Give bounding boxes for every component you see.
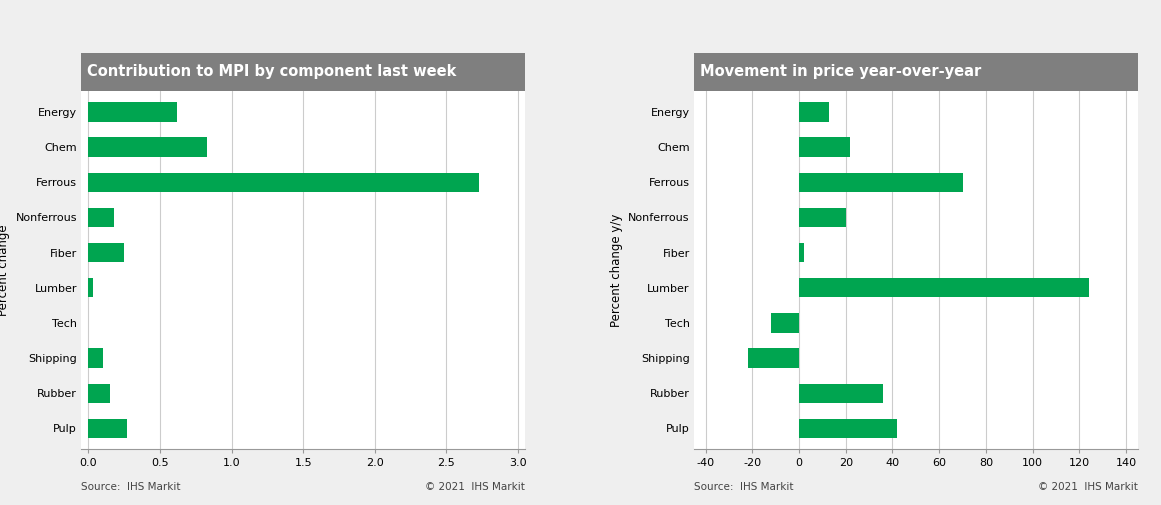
Text: Movement in price year-over-year: Movement in price year-over-year bbox=[700, 65, 981, 79]
Bar bbox=[799, 173, 962, 192]
Bar bbox=[799, 103, 829, 122]
Bar bbox=[799, 419, 897, 438]
Bar bbox=[88, 419, 127, 438]
Bar bbox=[88, 278, 93, 297]
Bar bbox=[88, 208, 114, 227]
Text: © 2021  IHS Markit: © 2021 IHS Markit bbox=[1038, 482, 1138, 492]
Y-axis label: Percent change: Percent change bbox=[0, 224, 10, 316]
Bar bbox=[799, 208, 845, 227]
Bar bbox=[799, 278, 1089, 297]
Bar bbox=[88, 243, 124, 262]
Bar bbox=[799, 243, 803, 262]
Text: Source:  IHS Markit: Source: IHS Markit bbox=[81, 482, 181, 492]
Bar bbox=[88, 103, 178, 122]
Text: © 2021  IHS Markit: © 2021 IHS Markit bbox=[425, 482, 525, 492]
Bar bbox=[88, 348, 103, 368]
Bar bbox=[799, 137, 850, 157]
Text: Contribution to MPI by component last week: Contribution to MPI by component last we… bbox=[87, 65, 456, 79]
Y-axis label: Percent change y/y: Percent change y/y bbox=[610, 214, 622, 327]
Bar bbox=[748, 348, 799, 368]
Bar bbox=[88, 137, 208, 157]
Text: Source:  IHS Markit: Source: IHS Markit bbox=[694, 482, 793, 492]
Bar bbox=[88, 173, 479, 192]
Bar bbox=[771, 313, 799, 333]
Bar bbox=[88, 383, 110, 403]
Bar bbox=[799, 383, 884, 403]
